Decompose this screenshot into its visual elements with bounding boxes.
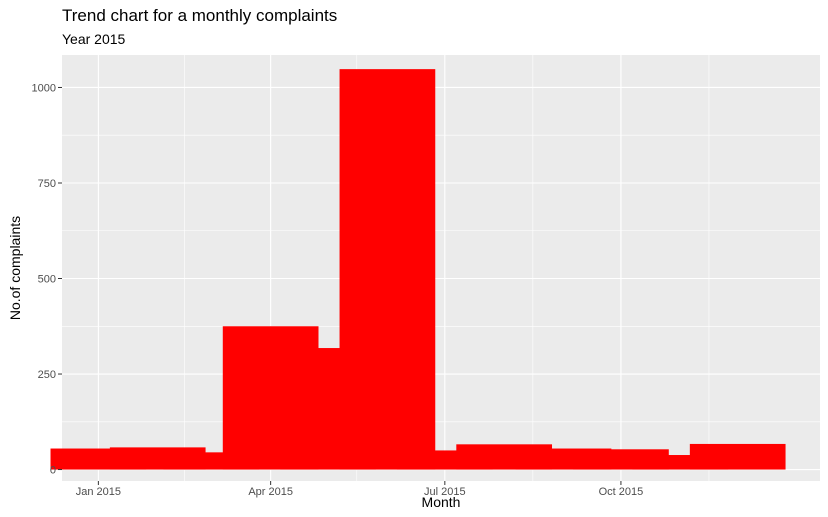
y-tick-label: 500 — [38, 274, 56, 286]
x-tick-label: Jul 2015 — [424, 486, 466, 498]
y-tick-label: 250 — [38, 369, 56, 381]
x-tick-label: Oct 2015 — [599, 486, 644, 498]
x-axis-title: Month — [422, 494, 461, 510]
y-tick-label: 0 — [50, 465, 56, 477]
bar — [689, 443, 786, 470]
chart-title: Trend chart for a monthly complaints — [62, 6, 338, 25]
y-tick-label: 750 — [38, 178, 56, 190]
bar — [339, 69, 436, 470]
x-axis: Jan 2015 Apr 2015 Jul 2015 Oct 2015 — [76, 481, 644, 498]
chart-subtitle: Year 2015 — [62, 31, 126, 47]
y-axis-title: No.of complaints — [7, 216, 23, 320]
bars-group — [50, 69, 786, 470]
y-axis: 0 250 500 750 1000 — [32, 82, 62, 477]
x-tick-label: Apr 2015 — [248, 486, 293, 498]
y-tick-label: 1000 — [32, 82, 56, 94]
plot-panel — [62, 55, 820, 481]
x-tick-label: Jan 2015 — [76, 486, 121, 498]
